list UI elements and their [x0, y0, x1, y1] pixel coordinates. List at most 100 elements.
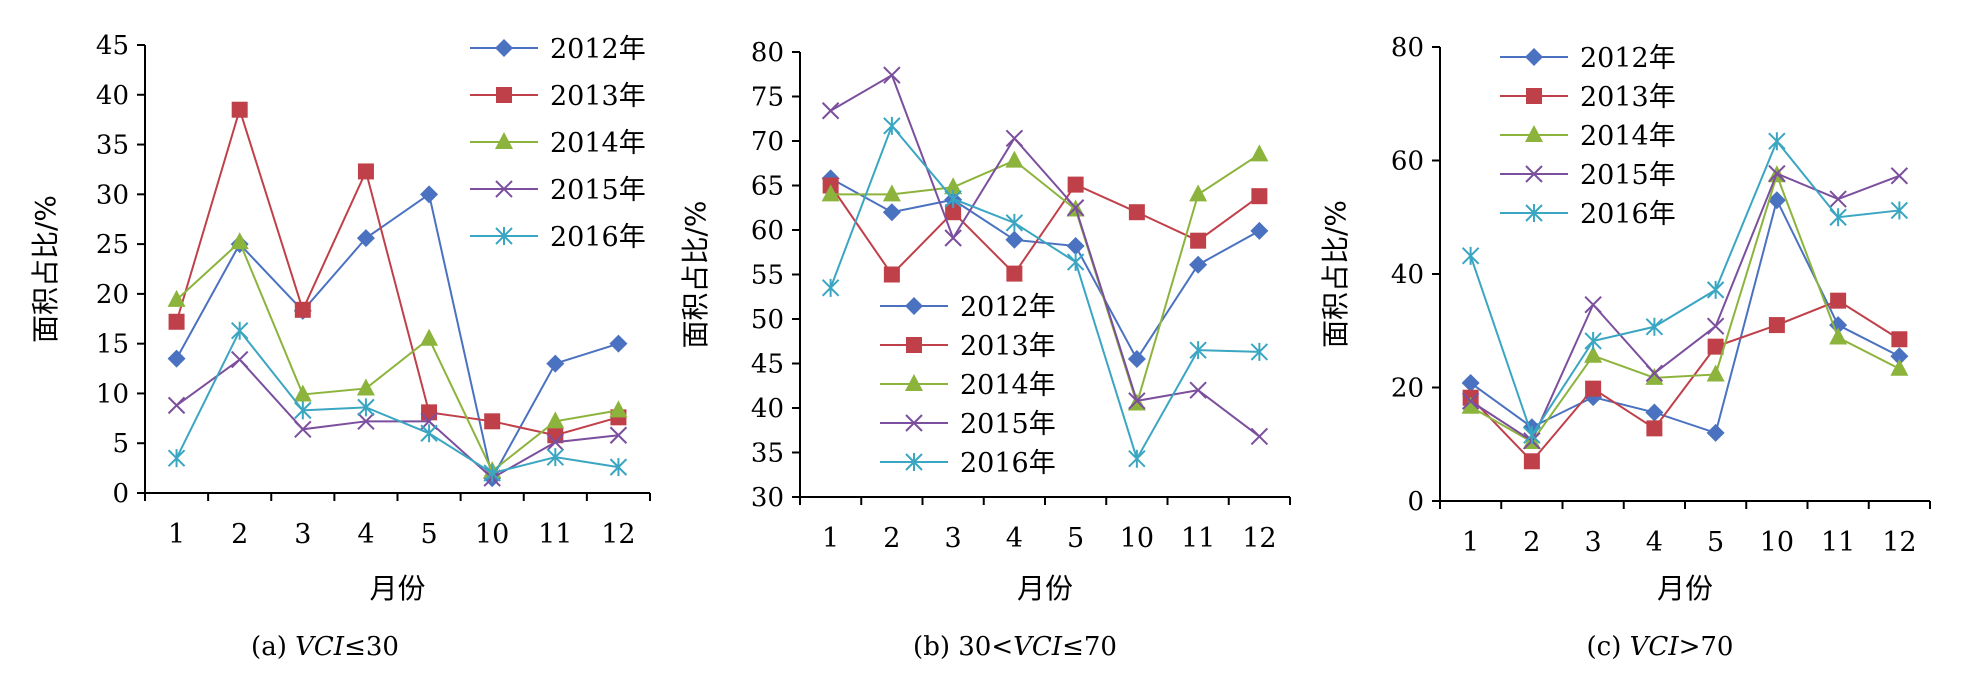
- data-point: [609, 458, 628, 477]
- data-point: [420, 185, 439, 204]
- x-tick-label: 10: [1120, 523, 1154, 554]
- y-tick-label: 50: [751, 305, 784, 335]
- y-tick-label: 0: [112, 479, 129, 509]
- data-point: [1646, 420, 1663, 437]
- x-tick-label: 3: [945, 523, 962, 554]
- legend-marker: [905, 374, 923, 391]
- y-tick-label: 60: [751, 216, 784, 246]
- data-point: [483, 464, 501, 483]
- data-point: [1767, 191, 1786, 210]
- legend-marker: [905, 453, 923, 471]
- x-axis-title: 月份: [369, 572, 425, 605]
- y-tick-label: 80: [1391, 33, 1424, 63]
- data-point: [1067, 176, 1084, 193]
- y-tick-label: 5: [112, 429, 129, 459]
- x-tick-label: 3: [1585, 527, 1602, 558]
- legend-marker: [495, 227, 513, 245]
- data-point: [1128, 449, 1146, 468]
- series-line-2016年: [175, 328, 619, 475]
- data-point: [357, 398, 375, 417]
- data-point: [356, 229, 375, 248]
- data-point: [1584, 295, 1602, 314]
- data-point: [167, 349, 186, 368]
- data-point: [1768, 317, 1785, 334]
- data-point: [546, 433, 565, 451]
- caption-a: (a) VCI≤30: [251, 632, 399, 662]
- y-tick-label: 55: [751, 261, 784, 291]
- y-tick-label: 45: [751, 350, 784, 380]
- data-point: [1250, 342, 1269, 361]
- data-point: [1066, 237, 1085, 256]
- data-point: [821, 102, 840, 120]
- legend-marker: [495, 180, 513, 198]
- legend-marker: [495, 39, 513, 57]
- x-tick-label: 5: [1707, 527, 1724, 558]
- data-point: [294, 401, 312, 420]
- data-point: [609, 400, 628, 418]
- y-tick-label: 70: [751, 127, 784, 157]
- y-tick-label: 45: [96, 31, 129, 61]
- y-tick-label: 15: [96, 330, 129, 360]
- data-point: [883, 266, 900, 283]
- data-point: [1645, 367, 1664, 385]
- data-point: [1066, 199, 1085, 217]
- legend-label: 2014年: [1580, 121, 1676, 152]
- data-point: [167, 396, 186, 415]
- data-point: [945, 204, 962, 221]
- data-point: [1005, 150, 1024, 168]
- data-point: [1006, 265, 1023, 282]
- data-point: [1585, 380, 1602, 397]
- data-point: [1890, 347, 1909, 366]
- data-point: [356, 378, 375, 396]
- legend-label: 2013年: [960, 331, 1056, 362]
- data-point: [1189, 341, 1207, 360]
- data-point: [1005, 230, 1024, 249]
- data-point: [230, 350, 249, 369]
- legend-marker: [905, 297, 923, 315]
- data-point: [609, 426, 628, 444]
- legend-label: 2013年: [550, 81, 646, 112]
- data-point: [546, 448, 565, 467]
- legend-marker: [1526, 88, 1542, 104]
- y-tick-label: 65: [751, 172, 784, 202]
- data-point: [1461, 396, 1480, 414]
- legend-label: 2012年: [960, 292, 1056, 323]
- x-tick-label: 2: [883, 523, 900, 554]
- x-tick-label: 3: [294, 519, 311, 550]
- data-point: [944, 177, 963, 195]
- data-point: [1829, 327, 1848, 345]
- data-point: [1584, 345, 1603, 363]
- data-point: [1066, 253, 1085, 272]
- data-point: [357, 163, 374, 180]
- y-tick-label: 20: [1391, 374, 1424, 404]
- data-point: [821, 278, 840, 297]
- data-point: [1250, 221, 1269, 240]
- y-tick-label: 10: [96, 379, 129, 409]
- y-tick-label: 20: [96, 280, 129, 310]
- series-line-2014年: [175, 240, 619, 473]
- legend-label: 2016年: [550, 222, 646, 253]
- data-point: [1645, 403, 1664, 422]
- series-line-2015年: [830, 73, 1260, 438]
- y-tick-label: 60: [1391, 147, 1424, 177]
- data-point: [1461, 373, 1480, 392]
- x-tick-label: 11: [1181, 523, 1215, 554]
- x-tick-label: 12: [1242, 523, 1276, 554]
- series-line-2013年: [829, 183, 1260, 277]
- data-point: [882, 184, 901, 202]
- data-point: [294, 420, 312, 438]
- series-line-2016年: [1469, 139, 1900, 438]
- data-point: [1890, 358, 1909, 376]
- y-axis-title: 面积占比/%: [679, 200, 712, 348]
- legend-label: 2014年: [960, 370, 1056, 401]
- y-tick-label: 40: [1391, 260, 1424, 290]
- y-tick-label: 35: [96, 131, 129, 161]
- y-tick-label: 25: [96, 230, 129, 260]
- data-point: [546, 411, 565, 429]
- caption-c: (c) VCI>70: [1586, 632, 1734, 662]
- data-point: [944, 229, 962, 247]
- data-point: [168, 313, 185, 330]
- x-tick-label: 2: [1523, 527, 1540, 558]
- legend-label: 2015年: [1580, 160, 1676, 191]
